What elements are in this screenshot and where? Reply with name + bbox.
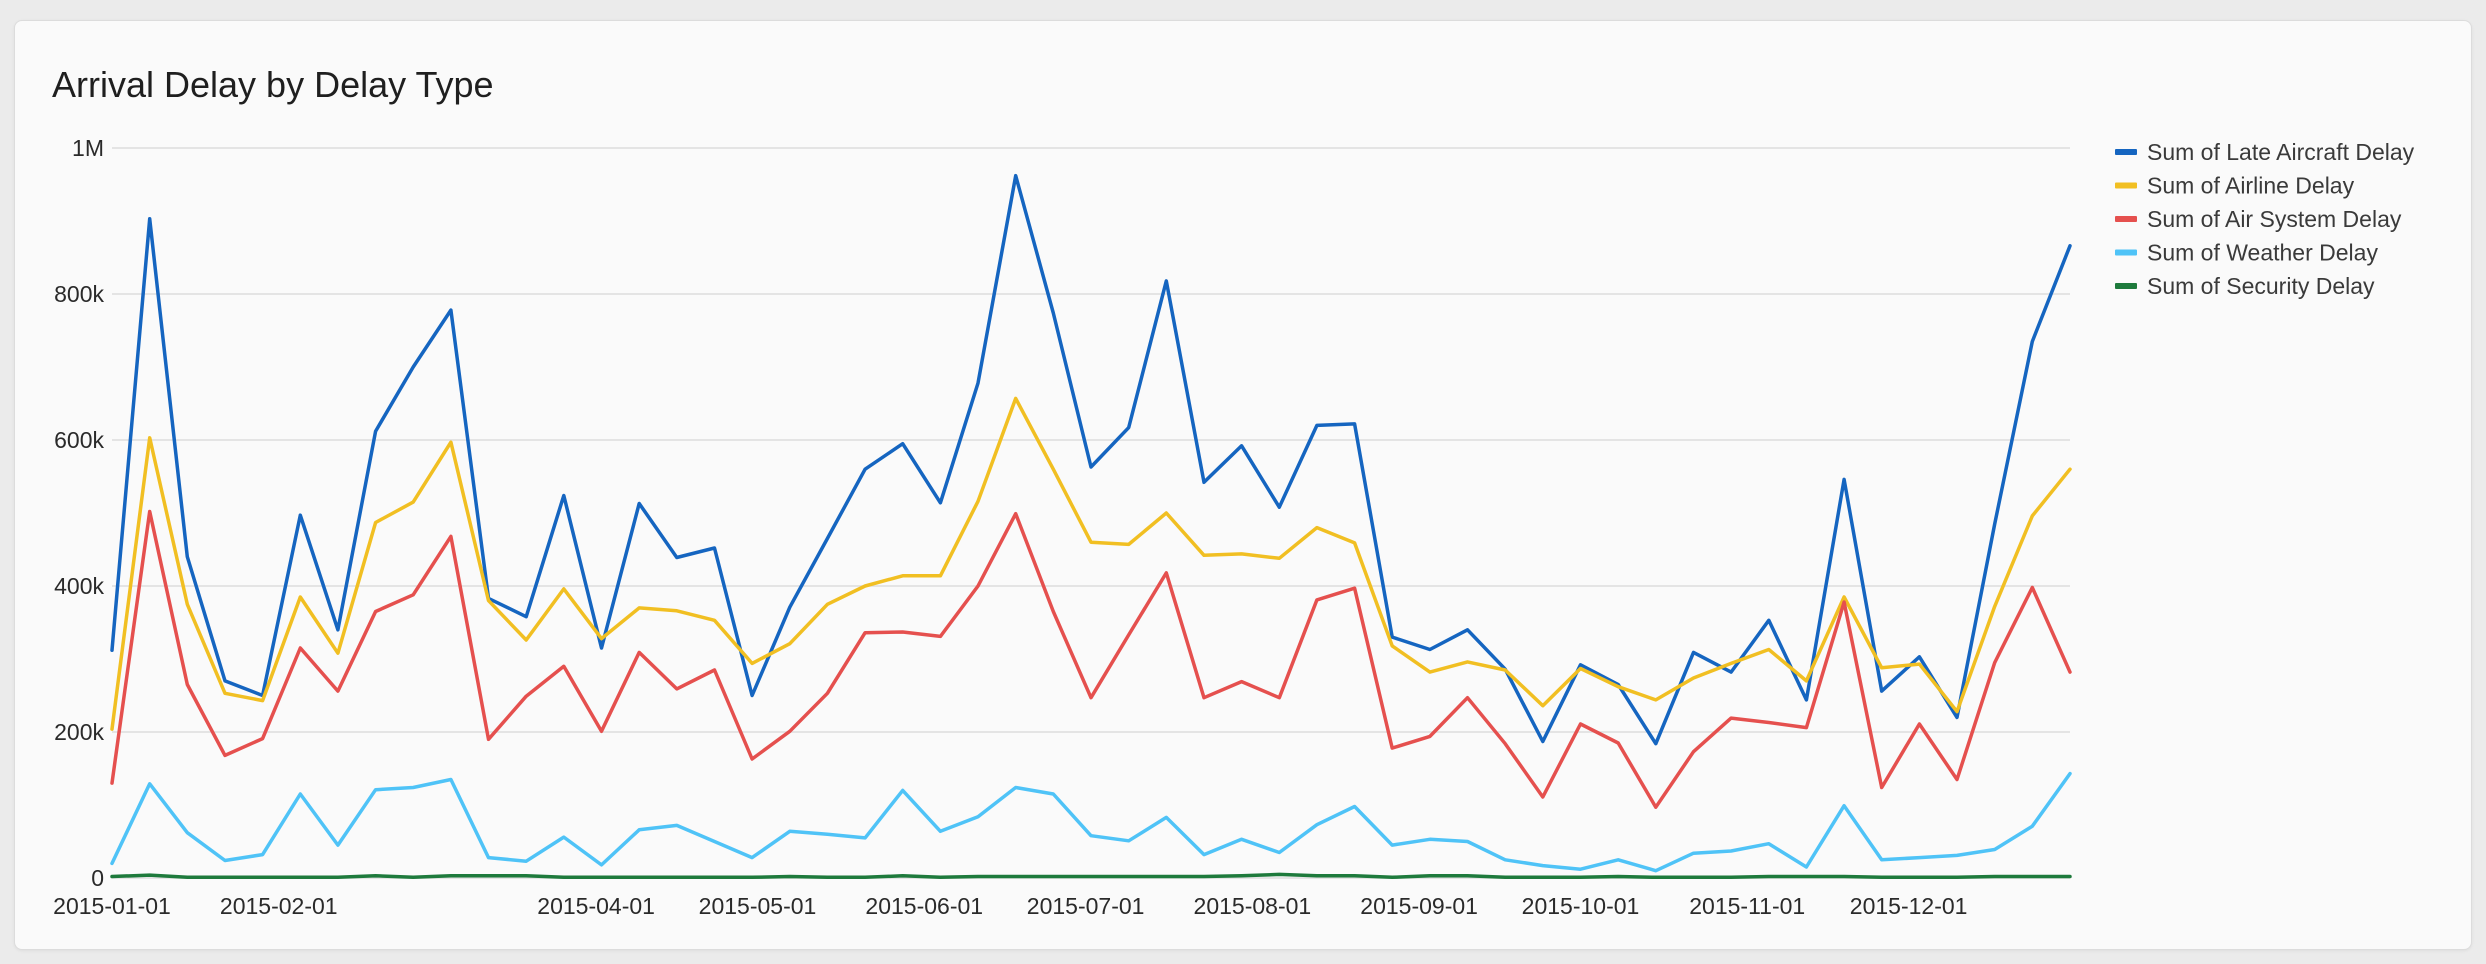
x-tick-label: 2015-05-01 xyxy=(699,893,817,919)
legend-swatch xyxy=(2115,216,2137,222)
series-3 xyxy=(110,771,2072,873)
series-2 xyxy=(110,509,2072,809)
y-tick-label: 800k xyxy=(54,281,104,307)
legend-label: Sum of Late Aircraft Delay xyxy=(2147,139,2415,165)
x-tick-label: 2015-10-01 xyxy=(1522,893,1640,919)
series-line-1 xyxy=(110,396,2072,731)
legend-swatch xyxy=(2115,249,2137,256)
y-axis-ticks: 0 200k 400k 600k 800k 1M xyxy=(54,135,104,891)
legend-item-4[interactable]: Sum of Security Delay xyxy=(2115,273,2375,299)
series-line-0 xyxy=(110,173,2072,746)
legend-label: Sum of Air System Delay xyxy=(2147,206,2402,232)
x-tick-label: 2015-09-01 xyxy=(1360,893,1478,919)
series-line-2 xyxy=(110,509,2072,809)
x-tick-label: 2015-02-01 xyxy=(220,893,338,919)
x-tick-label: 2015-07-01 xyxy=(1027,893,1145,919)
series-1 xyxy=(110,396,2072,731)
legend-swatch xyxy=(2115,149,2137,155)
x-axis-ticks: 2015-01-01 2015-02-01 2015-04-01 2015-05-01… xyxy=(53,893,1967,919)
legend: Sum of Late Aircraft Delay Sum of Airline… xyxy=(2115,139,2415,299)
legend-swatch xyxy=(2115,182,2137,189)
grid-lines xyxy=(112,147,2070,879)
x-tick-label: 2015-11-01 xyxy=(1689,893,1805,919)
x-tick-label: 2015-08-01 xyxy=(1194,893,1312,919)
x-tick-label: 2015-01-01 xyxy=(53,893,171,919)
series-line-3 xyxy=(110,771,2072,873)
legend-item-3[interactable]: Sum of Weather Delay xyxy=(2115,240,2378,266)
series-line-4 xyxy=(110,872,2072,880)
x-tick-label: 2015-12-01 xyxy=(1850,893,1968,919)
legend-item-0[interactable]: Sum of Late Aircraft Delay xyxy=(2115,139,2415,165)
y-tick-label: 200k xyxy=(54,719,104,745)
series-0 xyxy=(110,173,2072,746)
legend-label: Sum of Security Delay xyxy=(2147,273,2375,299)
legend-swatch xyxy=(2115,283,2137,289)
x-tick-label: 2015-06-01 xyxy=(865,893,983,919)
chart-title: Arrival Delay by Delay Type xyxy=(52,64,494,105)
legend-label: Sum of Airline Delay xyxy=(2147,173,2355,199)
y-tick-label: 1M xyxy=(72,135,104,161)
series-lines xyxy=(110,173,2072,880)
x-tick-label: 2015-04-01 xyxy=(537,893,655,919)
y-tick-label: 600k xyxy=(54,427,104,453)
legend-label: Sum of Weather Delay xyxy=(2147,240,2378,266)
y-tick-label: 0 xyxy=(91,865,104,891)
y-tick-label: 400k xyxy=(54,573,104,599)
legend-item-2[interactable]: Sum of Air System Delay xyxy=(2115,206,2402,232)
legend-item-1[interactable]: Sum of Airline Delay xyxy=(2115,173,2355,199)
series-4 xyxy=(110,872,2072,880)
